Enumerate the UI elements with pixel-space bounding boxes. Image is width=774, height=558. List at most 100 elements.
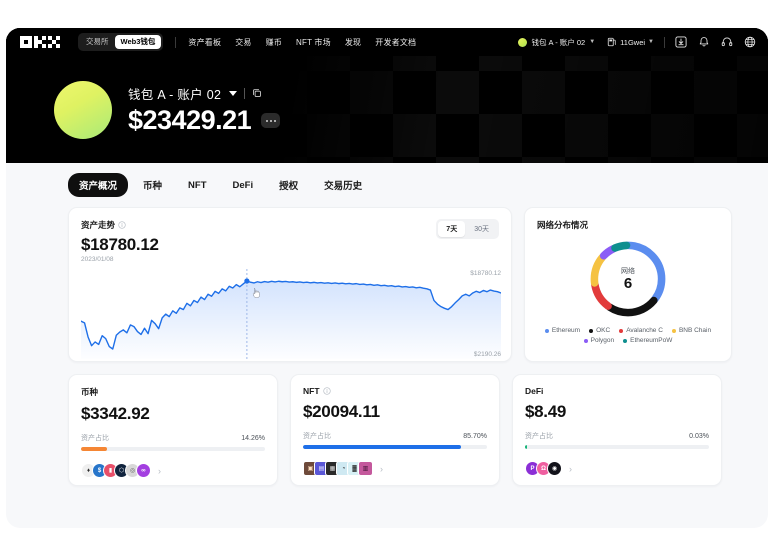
donut-legend: Ethereum OKC Avalanche C BNB Chain Polygon Et… (537, 327, 719, 344)
asset-ratio-row: 资产占比 0.03% (525, 431, 709, 441)
asset-ratio-label: 资产占比 (81, 435, 109, 442)
tab-nft[interactable]: NFT (188, 179, 207, 191)
hero-wallet-name: 钱包 A - 账户 02 (128, 87, 222, 102)
asset-token-icon: ∞ (136, 463, 151, 478)
asset-icon-strip[interactable]: ▣ ▤ ▦ ◔ ▓ ▥ › (303, 461, 487, 476)
bell-icon[interactable] (698, 36, 710, 48)
asset-ratio-percent: 14.26% (241, 434, 265, 442)
legend-item: Avalanche C (619, 327, 663, 334)
tab-transaction-history[interactable]: 交易历史 (324, 181, 363, 192)
asset-card-title: 币种 (81, 387, 99, 397)
okx-logo[interactable] (20, 36, 60, 48)
asset-ratio-bar (525, 445, 709, 449)
asset-ratio-percent: 85.70% (463, 432, 487, 440)
nav-link-trade[interactable]: 交易 (235, 37, 252, 47)
wallet-selector[interactable]: 钱包 A - 账户 02 ▼ (518, 37, 595, 48)
total-balance: $23429.21 (128, 104, 252, 135)
nav-link-asset-dashboard[interactable]: 资产看板 (188, 37, 222, 47)
asset-card-title: DeFi (525, 386, 544, 396)
asset-card-value: $20094.11 (303, 402, 380, 421)
tab-approvals[interactable]: 授权 (279, 181, 299, 192)
donut-chart[interactable]: 网络 6 (537, 235, 719, 323)
legend-color-dot (544, 328, 549, 333)
asset-ratio-percent: 0.03% (689, 432, 709, 440)
legend-label: OKC (596, 327, 611, 334)
chevron-right-icon[interactable]: › (569, 463, 572, 474)
segment-web3-wallet[interactable]: Web3钱包 (114, 35, 162, 49)
avatar (54, 80, 112, 139)
legend-label: Avalanche C (626, 327, 663, 334)
range-30d[interactable]: 30天 (474, 226, 489, 233)
range-toggle: 7天 30天 (436, 219, 499, 239)
tab-defi[interactable]: DeFi (232, 179, 254, 191)
donut-center-label: 网络 (621, 268, 635, 276)
asset-icon-strip[interactable]: ♦ $ ▮ ⬡ ◎ ∞ › (81, 463, 265, 478)
nav-link-earn[interactable]: 赚币 (265, 37, 282, 47)
legend-color-dot (583, 338, 588, 343)
copy-icon[interactable] (252, 88, 262, 98)
nav-link-developer-docs[interactable]: 开发者文档 (375, 37, 417, 47)
donut-chart-svg (590, 241, 666, 317)
tab-tokens[interactable]: 币种 (143, 181, 163, 192)
asset-icon-strip[interactable]: P Ω ◉ › (525, 461, 709, 476)
legend-item: OKC (589, 327, 610, 334)
legend-color-dot (671, 328, 676, 333)
hero-banner: 交易所 Web3钱包 资产看板 交易 赚币 NFT 市场 发现 开发者文档 钱包… (6, 28, 768, 163)
chevron-down-icon: ▼ (589, 39, 596, 45)
segment-exchange[interactable]: 交易所 (86, 37, 109, 47)
wallet-avatar-icon (518, 37, 528, 47)
dot (265, 119, 268, 122)
legend-label: Ethereum (551, 327, 581, 334)
asset-card-title-row: NFT (303, 386, 487, 396)
asset-ratio-bar (81, 447, 265, 451)
trend-card-title-row: 资产走势 (81, 219, 159, 231)
top-navigation-bar: 交易所 Web3钱包 资产看板 交易 赚币 NFT 市场 发现 开发者文档 钱包… (6, 28, 768, 56)
tab-bar: 资产概况 币种 NFT DeFi 授权 交易历史 (6, 163, 768, 197)
trend-chart[interactable]: $18780.12 $2190.26 (80, 269, 502, 359)
asset-summary-card[interactable]: DeFi $8.49 资产占比 0.03% P Ω ◉ › (512, 374, 722, 486)
nav-divider (175, 36, 177, 48)
legend-label: EthereumPoW (630, 337, 673, 344)
chevron-right-icon[interactable]: › (158, 465, 161, 476)
download-icon[interactable] (675, 36, 687, 48)
asset-ratio-row: 资产占比 14.26% (81, 433, 265, 443)
info-icon[interactable] (118, 221, 126, 229)
nav-link-discover[interactable]: 发现 (344, 37, 362, 47)
chevron-down-icon: ▼ (648, 39, 654, 45)
gas-price-label: 11Gwei (620, 37, 646, 47)
asset-ratio-label: 资产占比 (303, 433, 331, 440)
globe-icon[interactable] (744, 36, 756, 48)
dot (269, 119, 272, 122)
asset-summary-card[interactable]: NFT $20094.11 资产占比 85.70% ▣ ▤ ▦ ◔ ▓ ▥ › (290, 374, 500, 486)
legend-item: EthereumPoW (623, 337, 672, 344)
asset-ratio-bar-fill (525, 445, 528, 449)
nav-link-nft-market[interactable]: NFT 市场 (296, 37, 331, 47)
asset-summary-card[interactable]: 币种 $3342.92 资产占比 14.26% ♦ $ ▮ ⬡ ◎ ∞ › (68, 374, 278, 486)
chevron-right-icon[interactable]: › (380, 463, 383, 474)
donut-center-text: 网络 6 (537, 266, 719, 292)
product-switcher: 交易所 Web3钱包 (78, 33, 164, 51)
legend-item: Ethereum (544, 327, 581, 334)
more-options-button[interactable] (261, 113, 281, 128)
asset-card-value: $8.49 (525, 402, 567, 421)
topnav-right-cluster: 钱包 A - 账户 02 ▼ 11Gwei ▼ (518, 36, 768, 48)
network-card-title: 网络分布情况 (537, 220, 589, 230)
headset-icon[interactable] (721, 36, 733, 48)
cards-row-bottom: 币种 $3342.92 资产占比 14.26% ♦ $ ▮ ⬡ ◎ ∞ › NFT $20094.11 资… (68, 374, 732, 486)
trend-line-chart-svg (80, 269, 502, 359)
gas-station-icon (608, 37, 617, 47)
asset-card-title-row: DeFi (525, 386, 709, 396)
wallet-selector-label: 钱包 A - 账户 02 (531, 37, 586, 47)
gas-price-indicator[interactable]: 11Gwei ▼ (607, 37, 654, 47)
tab-overview[interactable]: 资产概况 (68, 173, 129, 197)
icon-divider (664, 36, 665, 48)
range-7d[interactable]: 7天 (438, 221, 466, 237)
balance-row: $23429.21 (128, 104, 281, 136)
cards-row-top: 资产走势 $18780.12 2023/01/08 (68, 207, 732, 362)
info-icon[interactable] (322, 387, 331, 395)
legend-item: BNB Chain (671, 327, 711, 334)
content-area: 资产概况 币种 NFT DeFi 授权 交易历史 资产走势 (6, 163, 768, 528)
hero-wallet-selector[interactable]: 钱包 A - 账户 02 (128, 84, 280, 103)
okx-logo-icon (20, 36, 60, 48)
